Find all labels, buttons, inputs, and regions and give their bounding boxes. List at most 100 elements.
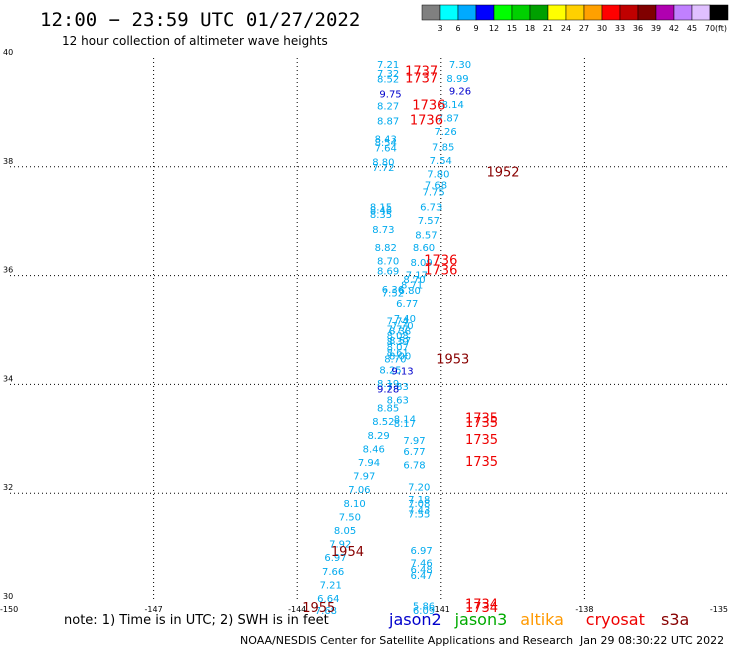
color-scale-swatch [691, 4, 711, 21]
color-scale-swatch [511, 4, 531, 21]
mission-legend-entry: cryosat [586, 610, 645, 629]
swh-value: 8.46 [370, 206, 392, 217]
swh-value: 8.80 [372, 158, 394, 169]
swh-value: 6.78 [403, 461, 425, 472]
swh-value: 7.97 [353, 472, 375, 483]
swh-value: 7.46 [411, 559, 433, 570]
swh-value: 7.97 [403, 436, 425, 447]
color-scale-label: 3 [437, 24, 442, 33]
color-scale-swatch [709, 4, 729, 21]
swh-value: 7.54 [430, 156, 452, 167]
pass-time-label: 1736 [412, 99, 445, 114]
axis-ticks: -150 -147 -144 -141 -138 -135 30 32 34 36 38 40 [0, 48, 728, 614]
swh-value: 7.32 [377, 69, 399, 80]
color-scale-swatch [601, 4, 621, 21]
pass-time-labels: 1737173717361736195217361736195317351735… [302, 64, 519, 615]
swh-value: 8.15 [370, 202, 392, 213]
color-scale-swatch [619, 4, 639, 21]
swh-value: 6.48 [411, 565, 433, 576]
x-tick-label: -144 [288, 605, 306, 614]
swh-value: 8.14 [442, 100, 464, 111]
swh-value: 7.66 [322, 567, 344, 578]
mission-legend-entry: jason3 [454, 610, 508, 629]
swh-value: 8.69 [377, 267, 399, 278]
swh-value: 7.57 [418, 216, 440, 227]
swh-value: 8.38 [389, 326, 411, 337]
color-scale-swatch [655, 4, 675, 21]
swh-value: 7.94 [358, 458, 380, 469]
swh-value: 9.13 [391, 367, 413, 378]
swh-value: 7.68 [425, 181, 447, 192]
y-tick-label: 36 [3, 266, 13, 275]
color-scale-label: 6 [455, 24, 460, 33]
color-scale-label: 15 [507, 24, 517, 33]
swh-value: 6.97 [411, 546, 433, 557]
swh-value: 8.00 [389, 351, 411, 362]
swh-value: 7.08 [408, 499, 430, 510]
swh-value: 7.85 [432, 142, 454, 153]
swh-value: 8.27 [377, 102, 399, 113]
swh-value: 8.87 [377, 116, 399, 127]
swh-value: 7.06 [348, 485, 370, 496]
swh-value: 8.57 [389, 336, 411, 347]
footer-credit: NOAA/NESDIS Center for Satellite Applica… [240, 634, 573, 647]
color-scale-label: 21 [543, 24, 553, 33]
swh-value: 7.68 [315, 606, 337, 617]
swh-value: 7.17 [406, 270, 428, 281]
color-scale-swatch [547, 4, 567, 21]
swh-value: 6.36 [382, 285, 404, 296]
y-tick-label: 40 [3, 48, 13, 57]
color-scale-label: 30 [597, 24, 607, 33]
swh-value: 8.63 [387, 395, 409, 406]
pass-time-label: 1952 [486, 166, 519, 181]
swh-value: 8.43 [375, 134, 397, 145]
color-scale-swatch [475, 4, 495, 21]
swh-value: 6.64 [317, 594, 339, 605]
swh-value: 8.25 [379, 366, 401, 377]
pass-time-label: 1737 [405, 64, 438, 79]
swh-value: 6.77 [396, 299, 418, 310]
x-tick-label: -135 [710, 605, 728, 614]
swh-value: 6.77 [403, 447, 425, 458]
swh-value: 8.54 [375, 138, 397, 149]
swh-value: 8.60 [413, 243, 435, 254]
pass-time-label: 1735 [465, 411, 498, 426]
swh-value: 7.26 [434, 127, 456, 138]
swh-value: 7.52 [382, 288, 404, 299]
mission-legend-entry: altika [520, 610, 564, 629]
swh-value: 9.26 [449, 86, 471, 97]
color-scale-label: 24 [561, 24, 571, 33]
swh-value: 6.47 [411, 571, 433, 582]
swh-value: 8.29 [367, 431, 389, 442]
pass-time-label: 1954 [331, 545, 364, 560]
swh-value: 8.52 [377, 74, 399, 85]
color-scale-label: 42 [669, 24, 679, 33]
swh-value: 6.97 [324, 553, 346, 564]
swh-value: 5.86 [413, 602, 435, 613]
color-scale-swatch [637, 4, 657, 21]
swh-value: 7.92 [329, 540, 351, 551]
swh-value: 9.75 [379, 90, 401, 101]
color-scale-swatch [529, 4, 549, 21]
swh-value: 7.20 [408, 482, 430, 493]
color-scale-label: 33 [615, 24, 625, 33]
swh-value: 7.21 [377, 60, 399, 71]
swh-value: 7.83 [387, 382, 409, 393]
wave-height-values: 7.217.328.528.278.878.438.547.648.807.72… [315, 60, 471, 617]
color-scale-swatch [493, 4, 513, 21]
y-tick-label: 34 [3, 374, 13, 383]
swh-value: 7.72 [372, 163, 394, 174]
swh-value: 7.70 [391, 321, 413, 332]
color-scale-label: 39 [651, 24, 661, 33]
x-tick-label: -147 [145, 605, 163, 614]
swh-value: 8.17 [394, 419, 416, 430]
x-tick-label: -150 [0, 605, 18, 614]
swh-value: 7.74 [387, 317, 409, 328]
chart-title: 12:00 − 23:59 UTC 01/27/2022 [40, 9, 360, 31]
swh-value: 8.85 [377, 404, 399, 415]
swh-value: 8.71 [401, 281, 423, 292]
swh-value: 8.52 [372, 417, 394, 428]
color-scale-label: 27 [579, 24, 589, 33]
swh-value: 6.80 [399, 286, 421, 297]
swh-value: 8.05 [334, 526, 356, 537]
